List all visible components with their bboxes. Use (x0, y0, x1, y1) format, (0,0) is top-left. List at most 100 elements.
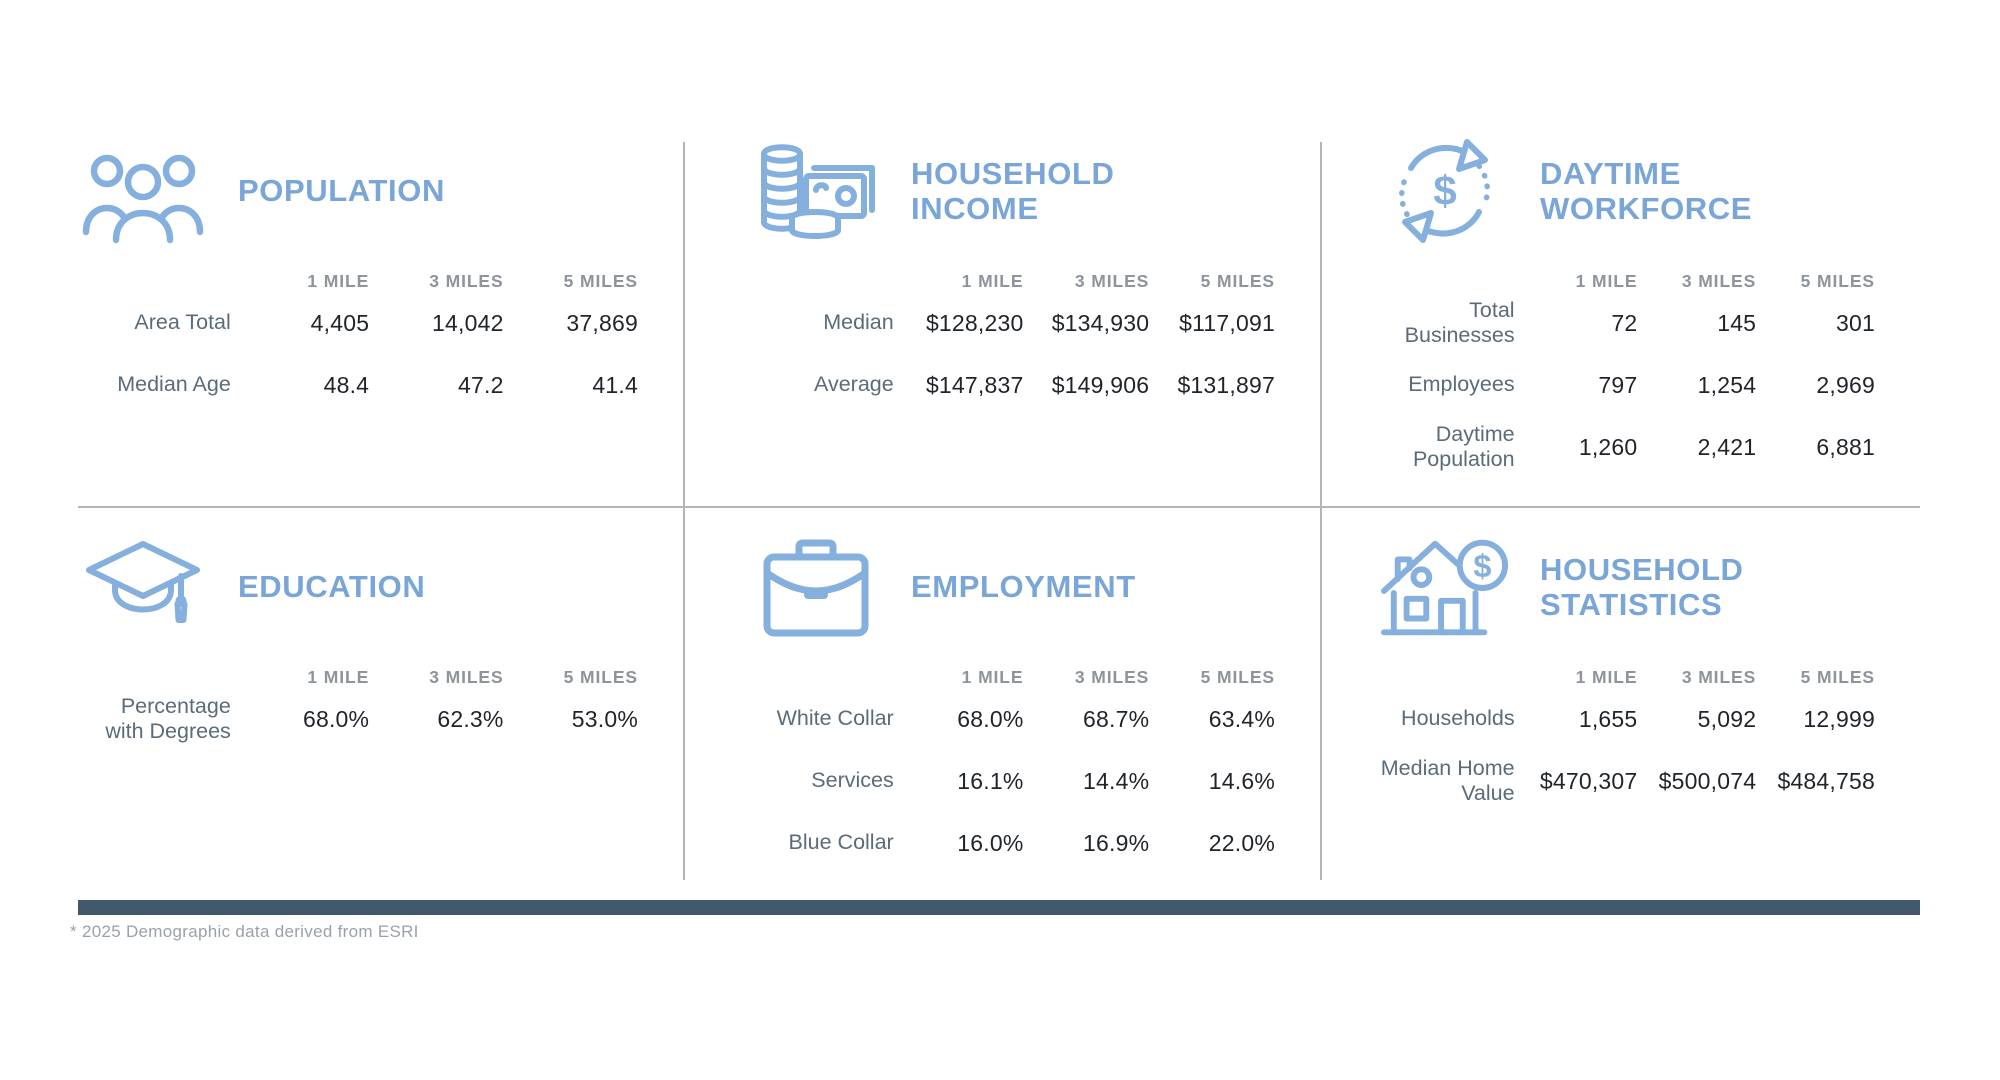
data-source-footnote: * 2025 Demographic data derived from ESR… (70, 922, 419, 941)
row-value: 68.0% (957, 705, 1024, 732)
row-label: Total Businesses (1404, 297, 1515, 347)
row-label: Daytime Population (1412, 421, 1515, 471)
section-title: HOUSEHOLD INCOME (911, 155, 1115, 226)
house-dollar-icon: $ (1380, 530, 1510, 644)
row-value: $117,091 (1179, 309, 1275, 336)
row-value: 14,042 (432, 309, 504, 336)
row-value: $149,906 (1051, 371, 1150, 398)
row-value: 6,881 (1816, 433, 1875, 460)
row-value: 16.9% (1083, 829, 1150, 856)
column-header-5miles: 5 MILES (1200, 271, 1275, 291)
table-row: Employees 797 1,254 2,969 (1380, 354, 1875, 416)
row-value: $147,837 (925, 371, 1024, 398)
section-title: HOUSEHOLD STATISTICS (1540, 551, 1744, 622)
svg-text:$: $ (1473, 548, 1491, 584)
column-header-row: 1 MILE 3 MILES 5 MILES (1380, 260, 1875, 292)
row-value: 1,254 (1697, 371, 1757, 398)
table-row: White Collar 68.0% 68.7% 63.4% (751, 688, 1275, 750)
table-row: Services 16.1% 14.4% 14.6% (751, 750, 1275, 812)
column-header-3miles: 3 MILES (429, 271, 504, 291)
household-income-section: HOUSEHOLD INCOME 1 MILE 3 MILES 5 MILES … (683, 130, 1320, 416)
row-value: 1,260 (1578, 433, 1638, 460)
population-section: POPULATION 1 MILE 3 MILES 5 MILES Area T… (78, 130, 683, 416)
table-row: Blue Collar 16.0% 16.9% 22.0% (751, 812, 1275, 874)
coins-banknote-icon (751, 134, 881, 248)
row-value: $484,758 (1777, 767, 1875, 794)
employment-table: 1 MILE 3 MILES 5 MILES White Collar 68.0… (751, 656, 1320, 874)
daytime-workforce-section: $ DAYTIME WORKFORCE 1 MILE 3 MILES 5 MIL… (1320, 130, 1920, 478)
column-header-row: 1 MILE 3 MILES 5 MILES (1380, 656, 1875, 688)
column-header-1mile: 1 MILE (307, 271, 370, 291)
dollar-cycle-icon: $ (1380, 134, 1510, 248)
row-label: Households (1401, 706, 1515, 731)
column-header-5miles: 5 MILES (1200, 667, 1275, 687)
education-table: 1 MILE 3 MILES 5 MILES Percentage with D… (78, 656, 683, 750)
footer-accent-bar (78, 900, 1920, 915)
row-value: 1,655 (1578, 705, 1638, 732)
horizontal-divider (78, 506, 1920, 508)
row-value: 63.4% (1208, 705, 1275, 732)
table-row: Average $147,837 $149,906 $131,897 (751, 354, 1275, 416)
row-value: 41.4 (592, 371, 638, 398)
row-value: 5,092 (1697, 705, 1757, 732)
column-header-3miles: 3 MILES (429, 667, 504, 687)
svg-text:$: $ (1433, 167, 1456, 214)
household-income-table: 1 MILE 3 MILES 5 MILES Median $128,230 $… (751, 260, 1320, 416)
table-row: Daytime Population 1,260 2,421 6,881 (1380, 416, 1875, 478)
row-value: $500,074 (1658, 767, 1757, 794)
row-value: 14.4% (1083, 767, 1150, 794)
row-value: 301 (1836, 309, 1875, 336)
row-value: 2,421 (1697, 433, 1757, 460)
row-value: 47.2 (458, 371, 504, 398)
column-header-3miles: 3 MILES (1074, 667, 1150, 687)
row-label: Median (823, 310, 894, 335)
row-value: 16.0% (957, 829, 1024, 856)
column-header-1mile: 1 MILE (1575, 667, 1638, 687)
briefcase-icon (751, 530, 881, 644)
row-value: 62.3% (437, 705, 504, 732)
row-value: 68.7% (1083, 705, 1150, 732)
row-value: 37,869 (566, 309, 638, 336)
row-value: 2,969 (1816, 371, 1875, 398)
table-row: Percentage with Degrees 68.0% 62.3% 53.0… (78, 688, 638, 750)
daytime-workforce-table: 1 MILE 3 MILES 5 MILES Total Businesses … (1380, 260, 1920, 478)
column-header-5miles: 5 MILES (563, 271, 638, 291)
column-header-5miles: 5 MILES (1800, 271, 1875, 291)
row-value: 797 (1598, 371, 1638, 398)
vertical-divider-right (1320, 142, 1322, 880)
column-header-row: 1 MILE 3 MILES 5 MILES (78, 656, 638, 688)
row-label: Services (811, 768, 894, 793)
row-value: 14.6% (1208, 767, 1275, 794)
row-label: Percentage with Degrees (105, 693, 231, 743)
row-label: White Collar (776, 706, 894, 731)
row-value: 48.4 (323, 371, 370, 398)
column-header-3miles: 3 MILES (1074, 271, 1150, 291)
row-value: 145 (1717, 309, 1757, 336)
vertical-divider-left (683, 142, 685, 880)
row-value: 4,405 (310, 309, 370, 336)
row-label: Median Home Value (1380, 755, 1515, 805)
graduation-cap-icon (78, 530, 208, 644)
row-value: $134,930 (1051, 309, 1150, 336)
row-value: $131,897 (1177, 371, 1275, 398)
people-icon (78, 134, 208, 248)
section-title: EMPLOYMENT (911, 569, 1136, 605)
row-label: Area Total (134, 310, 231, 335)
population-table: 1 MILE 3 MILES 5 MILES Area Total 4,405 … (78, 260, 683, 416)
row-value: 16.1% (957, 767, 1024, 794)
column-header-row: 1 MILE 3 MILES 5 MILES (751, 260, 1275, 292)
column-header-1mile: 1 MILE (961, 271, 1024, 291)
column-header-row: 1 MILE 3 MILES 5 MILES (751, 656, 1275, 688)
column-header-3miles: 3 MILES (1681, 667, 1757, 687)
row-value: 53.0% (571, 705, 638, 732)
table-row: Median Home Value $470,307 $500,074 $484… (1380, 750, 1875, 812)
table-row: Median $128,230 $134,930 $117,091 (751, 292, 1275, 354)
row-value: $128,230 (925, 309, 1024, 336)
household-statistics-table: 1 MILE 3 MILES 5 MILES Households 1,655 … (1380, 656, 1920, 812)
table-row: Median Age 48.4 47.2 41.4 (78, 354, 638, 416)
column-header-5miles: 5 MILES (563, 667, 638, 687)
row-value: 72 (1611, 309, 1638, 336)
household-statistics-section: $ HOUSEHOLD STATISTICS 1 MILE 3 MILES 5 … (1320, 520, 1920, 812)
row-value: 68.0% (302, 705, 370, 732)
